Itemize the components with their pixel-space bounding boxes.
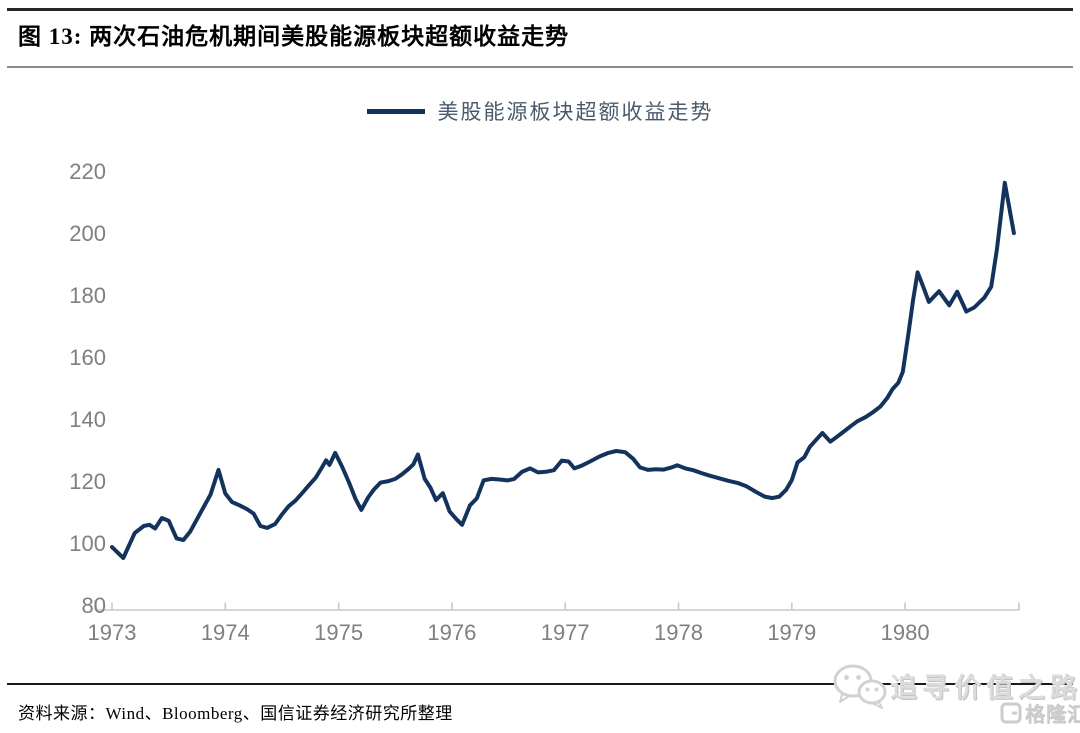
figure-caption: 图 13: 两次石油危机期间美股能源板块超额收益走势	[18, 24, 570, 49]
gelonghui-logo-icon	[1000, 702, 1022, 723]
x-tick-label: 1973	[87, 620, 137, 645]
footer-divider	[7, 683, 1073, 685]
watermark-text: 追寻价值之路	[890, 673, 1080, 703]
caption-divider	[7, 66, 1073, 68]
chart-legend: 美股能源板块超额收益走势	[0, 96, 1080, 126]
y-tick-label: 140	[69, 407, 106, 432]
y-tick-label: 100	[69, 531, 106, 556]
x-tick-label: 1978	[654, 620, 703, 645]
gelonghui-logo: 格隆汇	[1000, 698, 1080, 727]
wechat-icon	[833, 664, 887, 709]
x-tick-label: 1975	[314, 620, 364, 645]
y-tick-label: 220	[69, 159, 106, 184]
source-note: 资料来源：Wind、Bloomberg、国信证券经济研究所整理	[18, 704, 453, 723]
series-line	[110, 180, 1016, 560]
x-tick-label: 1977	[540, 620, 590, 645]
y-tick-label: 120	[69, 469, 106, 494]
y-tick-label: 200	[69, 221, 106, 246]
top-rule	[7, 8, 1073, 11]
y-tick-label: 180	[69, 283, 106, 308]
x-tick-label: 1976	[427, 620, 477, 645]
gelonghui-logo-text: 格隆汇	[1025, 704, 1080, 726]
y-tick-label: 80	[81, 593, 106, 618]
legend-series-label: 美股能源板块超额收益走势	[437, 100, 714, 124]
legend-line-swatch	[366, 108, 425, 114]
x-tick-label: 1979	[767, 620, 817, 645]
x-tick-label: 1974	[200, 620, 250, 645]
x-axis	[94, 600, 1020, 611]
y-tick-label: 160	[69, 345, 106, 370]
x-tick-label: 1980	[880, 620, 930, 645]
watermark: 追寻价值之路 格隆汇	[828, 658, 1080, 730]
